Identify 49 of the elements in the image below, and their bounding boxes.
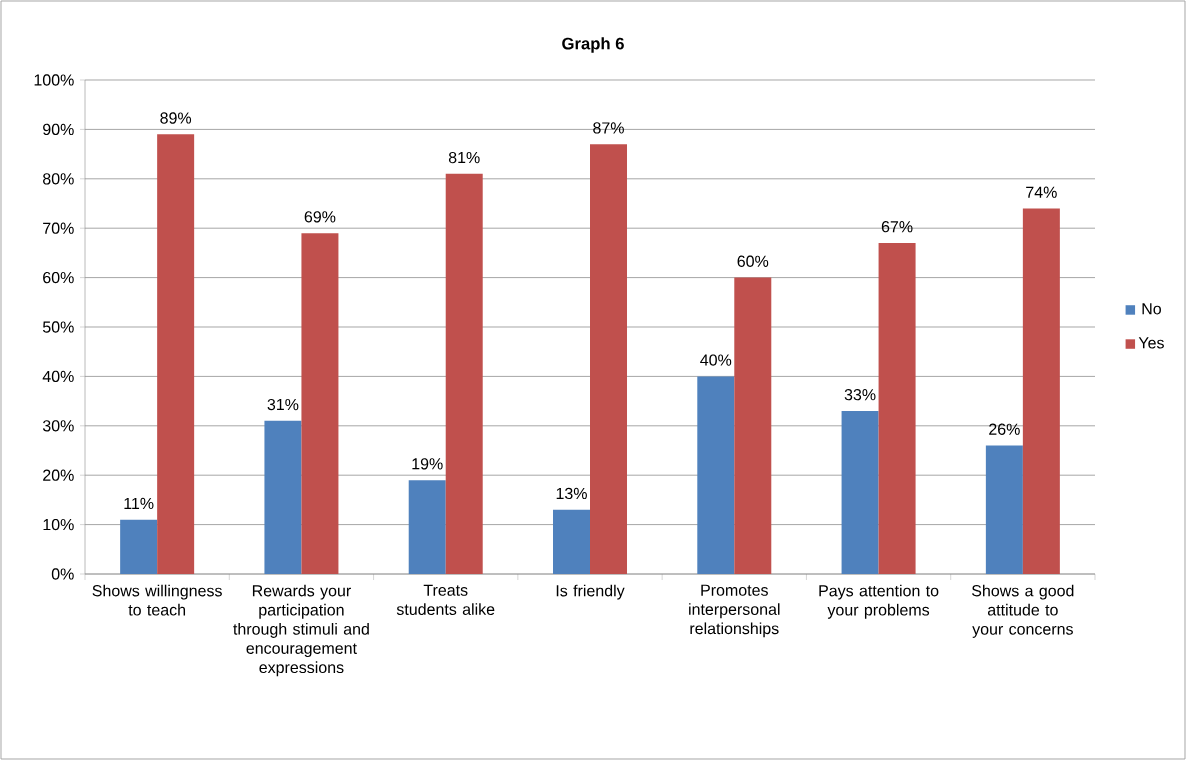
x-tick-label: Treats students alike: [396, 584, 495, 615]
y-tick-label: 90%: [43, 123, 74, 136]
y-tick-label: 20%: [43, 469, 74, 481]
y-tick-label: 70%: [43, 222, 74, 234]
bar: [301, 233, 339, 574]
bar: [841, 410, 879, 574]
bar: [1022, 208, 1060, 574]
bar: [157, 134, 195, 574]
data-label: 31%: [267, 398, 299, 411]
bar: [697, 376, 735, 574]
x-tick-label: Pays attention to your problems: [819, 584, 939, 619]
y-tick-label: 50%: [42, 321, 74, 333]
data-label: 26%: [989, 423, 1020, 435]
chart-title: Graph 6: [562, 37, 624, 53]
x-tick-label: Is friendly: [556, 584, 625, 600]
data-label: 87%: [593, 122, 624, 134]
bar: [734, 277, 772, 574]
data-label: 13%: [556, 487, 587, 500]
data-label: 74%: [1026, 186, 1057, 198]
data-label: 89%: [160, 112, 192, 124]
bar: [553, 509, 590, 574]
y-tick-label: 60%: [43, 271, 74, 284]
x-tick-label: Shows a good attitude to your concerns: [972, 584, 1074, 638]
bar: [408, 480, 446, 574]
y-tick-label: 80%: [43, 173, 74, 185]
x-tick-label: Rewards your participation through stimuli and encouragement expressions: [233, 584, 369, 677]
bar: [878, 243, 916, 574]
data-label: 67%: [881, 221, 913, 233]
y-tick-label: 100%: [34, 74, 74, 86]
bar: [445, 173, 483, 574]
data-label: 33%: [844, 389, 876, 401]
data-label: 69%: [304, 211, 336, 223]
data-label: 40%: [700, 354, 732, 366]
legend-label: No: [1142, 303, 1162, 315]
data-label: 19%: [412, 458, 443, 470]
y-tick-label: 10%: [43, 518, 74, 531]
bar: [590, 144, 627, 574]
bar: [985, 445, 1023, 574]
y-tick-label: 30%: [42, 420, 74, 432]
x-tick-label: Shows willingness to teach: [92, 584, 222, 616]
data-label: 81%: [448, 151, 480, 164]
data-label: 11%: [124, 497, 154, 510]
y-tick-label: 0%: [51, 568, 74, 580]
y-tick-label: 40%: [42, 370, 74, 383]
x-tick-label: Promotes interpersonal relationships: [689, 584, 780, 638]
data-label: 60%: [737, 255, 769, 267]
bar: [264, 420, 302, 574]
bar: [120, 519, 158, 574]
legend-label: Yes: [1138, 337, 1164, 349]
